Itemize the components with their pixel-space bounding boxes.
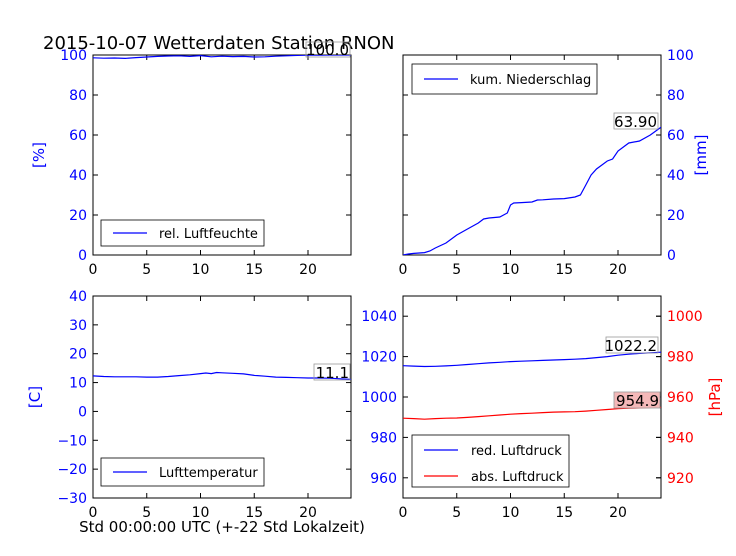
y-tick-label: 20	[667, 208, 685, 224]
y-tick-label: 20	[69, 347, 87, 363]
y2-tick-label: 960	[667, 390, 694, 406]
y-tick-label: 980	[370, 430, 397, 446]
y-tick-label: 10	[69, 376, 87, 392]
y-tick-label: 40	[69, 289, 87, 305]
y-tick-label: 80	[667, 88, 685, 104]
x-tick-label: 20	[609, 262, 627, 278]
axes-frame	[92, 54, 352, 256]
legend-label: kum. Niederschlag	[470, 73, 591, 88]
legend-label: red. Luftdruck	[471, 444, 562, 459]
series-line-1	[403, 351, 661, 368]
y-tick-label: −20	[57, 462, 87, 478]
x-tick-label: 10	[192, 505, 210, 521]
legend-box	[411, 434, 570, 488]
x-tick-label: 0	[89, 262, 98, 278]
x-tick-label: 5	[452, 262, 461, 278]
legend: rel. Luftfeuchte	[100, 219, 265, 247]
x-axis-label: Std 00:00:00 UTC (+-22 Std Lokalzeit)	[79, 518, 365, 536]
x-tick-label: 10	[502, 505, 520, 521]
x-tick-label: 15	[555, 505, 573, 521]
y-tick-label: 0	[78, 248, 87, 264]
y2-axis-label: [hPa]	[706, 378, 724, 417]
x-tick-label: 0	[399, 505, 408, 521]
y-tick-label: 40	[69, 168, 87, 184]
x-tick-label: 20	[299, 262, 317, 278]
y-tick-label: 0	[78, 404, 87, 420]
x-tick-label: 15	[555, 262, 573, 278]
y-tick-label: 960	[370, 471, 397, 487]
series-line-1	[93, 55, 351, 60]
value-annotation-text: 954.9	[616, 392, 659, 410]
value-annotation-text: 100.0	[306, 41, 349, 59]
y2-tick-label: 920	[667, 471, 694, 487]
value-annotation: 954.9	[613, 391, 661, 410]
value-annotation-text: 63.90	[614, 113, 657, 131]
subplot-temperature: 0 5 10 15 20 −30 −20 −10 0 10 20 30 40 [C] Lufttempera…	[26, 289, 352, 521]
subplot-pressure: 0 5 10 15 20 960 980 1000 1020 1040 920 940 960 980 10…	[361, 295, 724, 521]
y-tick-label: 60	[69, 128, 87, 144]
x-tick-label: 5	[142, 262, 151, 278]
series-line-1	[403, 126, 661, 255]
value-annotation-box	[613, 391, 661, 409]
x-tick-label: 0	[89, 505, 98, 521]
y-axis-label: [%]	[30, 142, 48, 168]
value-annotation-box	[613, 112, 659, 130]
y-tick-label: 0	[667, 248, 676, 264]
value-annotation: 1022.2	[605, 336, 659, 355]
x-tick-label: 15	[245, 505, 263, 521]
figure-title: 2015-10-07 Wetterdaten Station RNON	[43, 33, 394, 54]
y2-tick-label: 1000	[667, 309, 703, 325]
legend-label: abs. Luftdruck	[471, 470, 564, 485]
y-tick-label: 100	[60, 48, 87, 64]
legend: red. Luftdruck abs. Luftdruck	[411, 434, 570, 488]
y-tick-label: 80	[69, 88, 87, 104]
series-line-1	[93, 371, 351, 380]
y-tick-label: 40	[667, 168, 685, 184]
x-tick-label: 20	[299, 505, 317, 521]
x-tick-label: 5	[142, 505, 151, 521]
subplot-humidity: 0 5 10 15 20 0 20 40 60 80 100 [%] rel. Luftfeuchte 1…	[30, 41, 352, 278]
legend: kum. Niederschlag	[411, 63, 598, 95]
value-annotation-box	[605, 336, 659, 354]
x-tick-label: 20	[609, 505, 627, 521]
legend-label: rel. Luftfeuchte	[159, 227, 258, 242]
y-tick-label: −10	[57, 433, 87, 449]
series-line-2	[403, 406, 661, 420]
y-tick-label: 100	[667, 48, 694, 64]
y-tick-label: 1020	[361, 350, 397, 366]
x-tick-label: 0	[399, 262, 408, 278]
y-tick-label: 20	[69, 208, 87, 224]
y-tick-label: 30	[69, 318, 87, 334]
legend-label: Lufttemperatur	[159, 466, 258, 481]
value-annotation-text: 1022.2	[605, 337, 658, 355]
axes-frame	[402, 54, 662, 256]
y2-tick-label: 940	[667, 430, 694, 446]
value-annotation-text: 11.1	[316, 364, 349, 382]
x-tick-label: 15	[245, 262, 263, 278]
y-tick-label: 1040	[361, 309, 397, 325]
y2-tick-label: 980	[667, 350, 694, 366]
legend: Lufttemperatur	[100, 457, 265, 487]
y-tick-label: 1000	[361, 390, 397, 406]
x-tick-label: 10	[192, 262, 210, 278]
y-tick-label: −30	[57, 491, 87, 507]
subplot-precipitation: 0 5 10 15 20 0 20 40 60 80 100 [mm] kum. Niederschla…	[399, 48, 710, 278]
y-axis-label: [C]	[26, 386, 44, 408]
value-annotation: 11.1	[313, 363, 351, 382]
value-annotation-box	[313, 363, 351, 381]
axes-frame	[92, 295, 352, 499]
y-tick-label: 60	[667, 128, 685, 144]
x-tick-label: 5	[452, 505, 461, 521]
value-annotation: 100.0	[305, 41, 351, 59]
y-axis-label: [mm]	[692, 135, 710, 176]
value-annotation: 63.90	[613, 112, 659, 131]
x-tick-label: 10	[502, 262, 520, 278]
value-annotation-box	[305, 41, 351, 58]
